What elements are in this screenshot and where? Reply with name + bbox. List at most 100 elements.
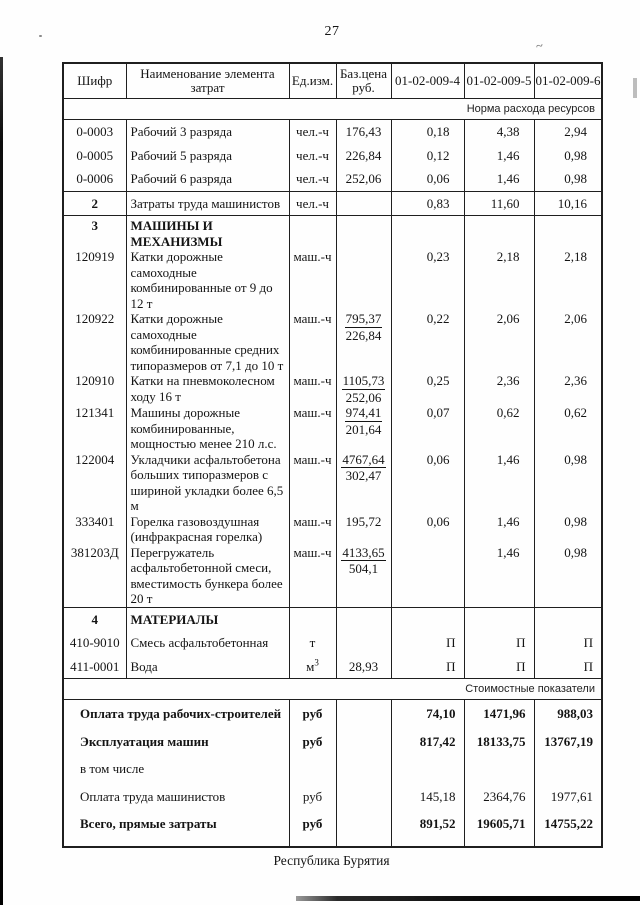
cell-empty [335, 699, 391, 728]
cell-empty [533, 215, 602, 249]
header-n5-label: 01-02-009-5 [466, 73, 532, 88]
cell-norm-4: 0,23 [390, 249, 464, 311]
cell-value-4: 891,52 [390, 810, 464, 847]
cell-unit: руб [288, 699, 336, 728]
cell-norm-4: П [390, 631, 464, 655]
page-number: 27 [324, 24, 340, 39]
cell-norm-4: 0,06 [390, 167, 464, 191]
cell-norm-4: П [390, 654, 464, 679]
cell-name: Затраты труда машинистов [125, 190, 289, 216]
table-row: 381203Д Перегружатель асфальтобетонной с… [63, 544, 602, 607]
column-header-name: Наименование элемента затрат [125, 63, 289, 99]
cell-code: 410-9010 [69, 635, 120, 650]
price-denominator: 201,64 [345, 421, 382, 437]
cell-value-6: 988,03 [533, 699, 602, 728]
cell-base-price: 176,43 [335, 119, 391, 144]
cell-base-price: 28,93 [335, 654, 391, 679]
price-fraction: 1105,73 252,06 [341, 373, 386, 405]
cell-empty [533, 606, 602, 631]
cost-label: Всего, прямые затраты [80, 816, 217, 831]
cell-norm-4: 0,18 [390, 119, 464, 144]
unit-superscript: 3 [314, 657, 319, 668]
cell-name: Укладчики асфальтобетона больших типораз… [125, 451, 289, 514]
cost-label: в том числе [80, 761, 145, 776]
cell-norm-5: 4,38 [463, 119, 534, 144]
cell-base-price [335, 631, 391, 655]
band-cost-label: Стоимостные показатели [63, 678, 602, 700]
cell-norm-6: 0,98 [533, 451, 602, 514]
unit-text: т [309, 635, 316, 650]
table-row-cost: Оплата труда рабочих-строителей руб 74,1… [63, 699, 602, 728]
table-row: 120910 Катки на пневмоколесном ходу 16 т… [63, 373, 602, 405]
cell-value-5 [463, 755, 534, 783]
cell-norm-6: 2,94 [533, 119, 602, 144]
cell-norm-5: 1,46 [463, 143, 534, 167]
cell-norm-6: 2,18 [533, 249, 602, 311]
cell-name: Перегружатель асфальтобетонной смеси, вм… [125, 544, 289, 607]
cell-value-5: 19605,71 [463, 810, 534, 847]
table-row: 0-0006 Рабочий 6 разряда чел.-ч 252,06 0… [63, 167, 602, 191]
table-row-cost-total: Всего, прямые затраты руб 891,52 19605,7… [63, 810, 602, 847]
cell-code: 0-0003 [76, 124, 114, 139]
column-header-norm-009-5: 01-02-009-5 [463, 63, 534, 99]
header-code-label: Шифр [77, 73, 113, 88]
price-numerator: 795,37 [344, 311, 383, 328]
cell-norm-6: 0,98 [533, 143, 602, 167]
cell-norm-6: 0,62 [533, 405, 602, 452]
cell-name: Катки дорожные самоходные комбинированны… [125, 249, 289, 311]
price-numerator: 4133,65 [341, 544, 386, 561]
cell-norm-4: 0,83 [390, 190, 464, 216]
cell-unit: маш.-ч [288, 544, 336, 607]
table-row: 121341 Машины дорожные комбинированные, … [63, 405, 602, 452]
cell-value-4 [390, 755, 464, 783]
header-name-line2: затрат [190, 80, 225, 95]
cell-norm-4 [390, 544, 464, 607]
cell-value-6 [533, 755, 602, 783]
cell-norm-5: 1,46 [463, 451, 534, 514]
cell-code: 0-0006 [76, 171, 114, 186]
cell-unit: чел.-ч [288, 190, 336, 216]
cell-name: Рабочий 6 разряда [125, 167, 289, 191]
cell-base-price [335, 249, 391, 311]
price-numerator: 974,41 [344, 405, 383, 422]
cell-unit: м3 [288, 654, 336, 679]
cell-name: Смесь асфальтобетонная [125, 631, 289, 655]
cell-base-price-fraction: 974,41 201,64 [335, 405, 391, 452]
cell-unit: чел.-ч [288, 119, 336, 144]
cell-unit: руб [288, 782, 336, 810]
cell-value-6: 14755,22 [533, 810, 602, 847]
cell-empty [335, 215, 391, 249]
band-row-cost: Стоимостные показатели [63, 678, 602, 700]
cell-unit: маш.-ч [288, 405, 336, 452]
section-code: 3 [91, 218, 99, 233]
cell-norm-4: 0,12 [390, 143, 464, 167]
cost-label: Эксплуатация машин [80, 733, 209, 749]
cell-norm-5: 2,06 [463, 311, 534, 373]
header-name-line1: Наименование элемента [140, 66, 275, 81]
cell-name: Горелка газовоздушная (инфракрасная горе… [125, 513, 289, 545]
cell-norm-6: 2,06 [533, 311, 602, 373]
band-row-norm: Норма расхода ресурсов [63, 98, 602, 120]
table-row-machinists-total: 2 Затраты труда машинистов чел.-ч 0,83 1… [63, 190, 602, 216]
column-header-base-price: Баз.цена руб. [335, 63, 391, 99]
column-header-norm-009-4: 01-02-009-4 [390, 63, 464, 99]
cell-value-4: 145,18 [390, 782, 464, 810]
scan-artifact-left-bar [0, 57, 3, 905]
price-denominator: 504,1 [348, 561, 379, 576]
header-price-line1: Баз.цена [339, 66, 388, 81]
price-fraction: 4767,64 302,47 [341, 452, 386, 484]
cell-norm-5: 0,62 [463, 405, 534, 452]
cell-norm-5: 1,46 [463, 167, 534, 191]
cell-base-price-fraction: 795,37 226,84 [335, 311, 391, 373]
unit-text: м [306, 658, 315, 674]
table-row: 410-9010 Смесь асфальтобетонная т П П П [63, 631, 602, 655]
cost-label: Оплата труда рабочих-строителей [80, 706, 282, 721]
cell-code: 120919 [75, 249, 115, 264]
cell-norm-6: 0,98 [533, 513, 602, 545]
cell-value-6: 13767,19 [533, 727, 602, 755]
cell-code: 411-0001 [70, 658, 120, 674]
cell-code: 2 [63, 190, 126, 216]
cell-base-price-fraction: 4767,64 302,47 [335, 451, 391, 514]
cell-base-price: 195,72 [335, 513, 391, 545]
scan-artifact-dot [39, 35, 42, 37]
